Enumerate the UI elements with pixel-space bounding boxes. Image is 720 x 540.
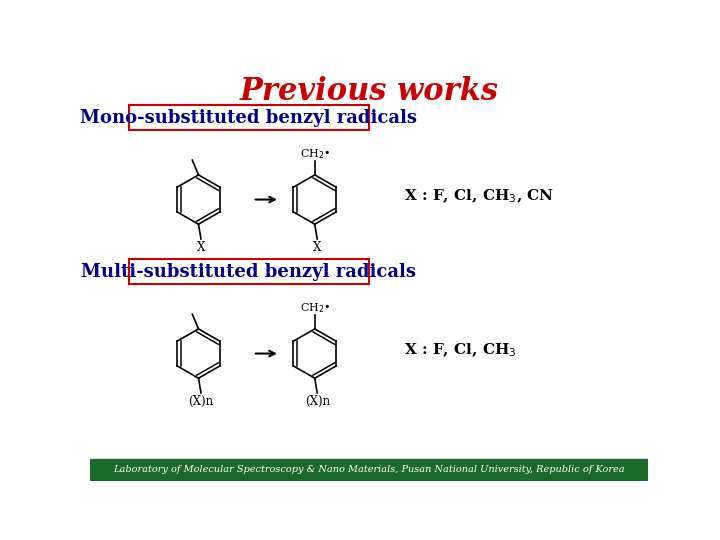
Text: CH$_2$•: CH$_2$• <box>300 301 330 315</box>
Bar <box>90 459 648 481</box>
Text: (X)n: (X)n <box>305 395 330 408</box>
Bar <box>129 105 369 130</box>
Text: X: X <box>313 240 321 253</box>
Text: (X)n: (X)n <box>189 395 214 408</box>
Text: X: X <box>197 240 205 253</box>
Text: Previous works: Previous works <box>240 76 498 107</box>
Bar <box>129 259 369 284</box>
Text: CH$_2$•: CH$_2$• <box>300 147 330 160</box>
Text: Laboratory of Molecular Spectroscopy & Nano Materials, Pusan National University: Laboratory of Molecular Spectroscopy & N… <box>113 465 625 474</box>
Text: Multi-substituted benzyl radicals: Multi-substituted benzyl radicals <box>81 262 416 281</box>
Text: X : F, Cl, CH$_3$, CN: X : F, Cl, CH$_3$, CN <box>404 187 554 205</box>
Text: Mono-substituted benzyl radicals: Mono-substituted benzyl radicals <box>81 109 418 126</box>
Text: X : F, Cl, CH$_3$: X : F, Cl, CH$_3$ <box>404 341 516 359</box>
